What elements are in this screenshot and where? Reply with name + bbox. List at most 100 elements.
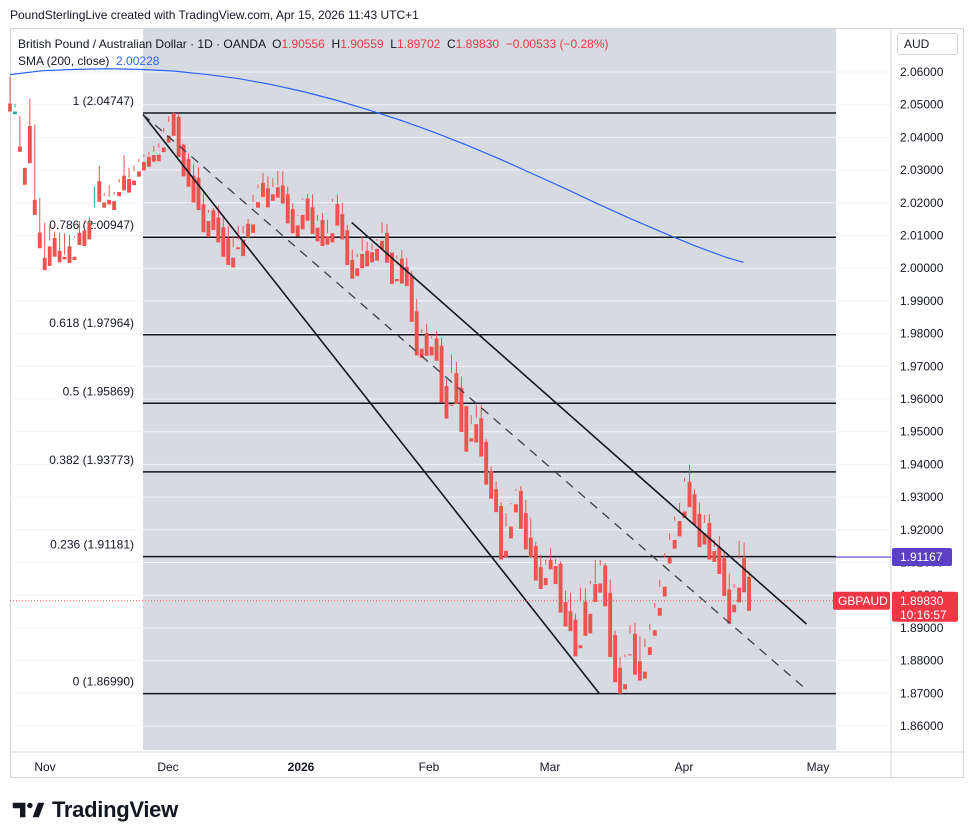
candle-body [692, 494, 697, 525]
candle-body [404, 266, 409, 287]
low-label: L [390, 37, 397, 51]
candle-body [17, 146, 22, 152]
candle-body [295, 225, 300, 237]
candle-body [702, 533, 707, 545]
candle-body [633, 633, 637, 675]
candle-body [712, 551, 717, 562]
candle-body [102, 202, 107, 208]
candle-body [385, 232, 389, 263]
chart-legend: British Pound / Australian Dollar · 1D ·… [18, 36, 608, 70]
last-price-box [892, 591, 958, 622]
candle-body [499, 505, 503, 560]
candle-body [335, 204, 340, 226]
open-label: O [272, 37, 282, 51]
brand-name: TradingView [52, 797, 178, 822]
projection-shade [143, 28, 836, 750]
fib-level-label: 0.236 (1.91181) [50, 538, 134, 552]
candle-body [509, 526, 513, 539]
y-tick-label: 1.87000 [900, 686, 944, 700]
candle-body [132, 180, 136, 186]
candle-body [637, 661, 642, 681]
y-tick-label: 2.04000 [900, 130, 944, 144]
x-tick-label: Apr [675, 760, 694, 774]
candle-body [543, 577, 548, 586]
candle-body [181, 144, 186, 177]
candle-body [122, 175, 127, 191]
candle-body [419, 348, 424, 358]
candle-body [290, 209, 295, 234]
candle-body [246, 223, 251, 238]
candle-body [112, 201, 117, 210]
candle-body [603, 565, 608, 607]
y-tick-label: 1.99000 [900, 294, 944, 308]
candle-body [117, 192, 122, 197]
channel-line [142, 114, 601, 695]
candle-body [270, 194, 275, 201]
marker-price-text: 1.91167 [900, 550, 943, 564]
candle-body [47, 246, 52, 266]
last-price-text: 1.89830 [900, 594, 944, 608]
price-axis[interactable]: 2.06000 2.05000 2.04000 2.03000 2.02000 2.010… [900, 65, 944, 733]
candle-body [583, 601, 588, 636]
candle-body [305, 198, 310, 221]
candle-body [57, 250, 62, 263]
time-axis[interactable]: Nov Dec 2026 Feb Mar Apr May [34, 760, 829, 774]
candle-body [97, 181, 102, 202]
currency-button[interactable]: AUD [897, 33, 958, 55]
candle-body [533, 546, 538, 581]
candle-body [523, 513, 528, 550]
channel-midline [142, 114, 804, 688]
candle-body [146, 156, 151, 167]
high-value: 1.90559 [340, 37, 384, 51]
y-tick-label: 1.92000 [900, 523, 944, 537]
candle-body [42, 257, 47, 271]
candle-body [280, 185, 285, 204]
candle-body [682, 511, 687, 519]
channel-line [351, 221, 807, 625]
candle-body [251, 224, 255, 233]
sma-label[interactable]: SMA (200, close) [18, 54, 110, 68]
attribution: PoundSterlingLive created with TradingVi… [10, 8, 419, 22]
candle-body [667, 557, 672, 564]
trend-channel [142, 114, 807, 695]
symbol-name[interactable]: British Pound / Australian Dollar · 1D ·… [18, 37, 266, 51]
candle-body [568, 611, 573, 632]
candle-body [62, 256, 67, 260]
candle-body [454, 373, 459, 404]
candle-body [494, 489, 499, 513]
change-value: −0.00533 (−0.28%) [505, 37, 609, 51]
candle-body [137, 171, 141, 177]
candle-body [151, 155, 156, 162]
candle-body [479, 418, 484, 457]
x-tick-label: Feb [419, 760, 440, 774]
candle-body [424, 332, 429, 356]
candle-body [563, 602, 568, 627]
y-tick-label: 2.02000 [900, 196, 944, 210]
low-value: 1.89702 [396, 37, 441, 51]
y-tick-label: 1.94000 [900, 457, 944, 471]
candle-body [77, 232, 82, 245]
high-label: H [331, 37, 341, 51]
candle-body [241, 239, 246, 257]
candle-body [191, 175, 196, 203]
candle-body [32, 199, 37, 215]
x-tick-label: Dec [157, 760, 178, 774]
candle-body [206, 221, 211, 238]
candle-body [409, 275, 414, 322]
y-tick-label: 2.05000 [900, 98, 944, 112]
candle-body [389, 252, 394, 284]
candle-body [662, 586, 667, 597]
y-tick-label: 2.00000 [900, 261, 944, 275]
y-tick-label: 1.95000 [900, 425, 944, 439]
fib-level-label: 1 (2.04747) [73, 94, 134, 108]
candle-body [285, 194, 290, 224]
candle-body [350, 260, 355, 279]
candle-body [261, 182, 265, 197]
symbol-tag-box [833, 591, 890, 610]
candle-body [518, 490, 523, 529]
candle-body [573, 619, 578, 657]
candle-body [27, 125, 32, 164]
y-tick-label: 1.93000 [900, 490, 944, 504]
candle-body [469, 438, 474, 442]
